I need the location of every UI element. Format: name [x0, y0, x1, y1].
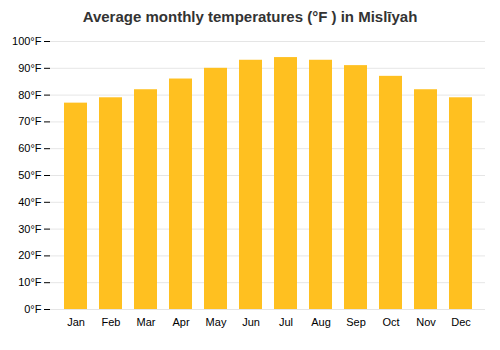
svg-text:Dec: Dec [451, 316, 471, 328]
svg-text:70°F: 70°F [18, 115, 42, 127]
svg-text:Aug: Aug [311, 316, 331, 328]
svg-text:Jul: Jul [279, 316, 293, 328]
svg-text:60°F: 60°F [18, 142, 42, 154]
svg-text:10°F: 10°F [18, 276, 42, 288]
svg-text:Apr: Apr [172, 316, 189, 328]
svg-text:Jan: Jan [67, 316, 85, 328]
svg-text:20°F: 20°F [18, 249, 42, 261]
svg-text:90°F: 90°F [18, 62, 42, 74]
svg-text:Oct: Oct [382, 316, 399, 328]
svg-text:0°F: 0°F [24, 303, 42, 315]
html-text:Average monthly temperatures (: Average monthly temperatures (°F ) in Mi… [82, 8, 418, 25]
svg-text:Mar: Mar [137, 316, 156, 328]
svg-text:40°F: 40°F [18, 196, 42, 208]
svg-text:50°F: 50°F [18, 169, 42, 181]
svg-text:Jun: Jun [242, 316, 260, 328]
svg-text:Sep: Sep [346, 316, 366, 328]
svg-text:80°F: 80°F [18, 89, 42, 101]
svg-text:May: May [206, 316, 227, 328]
svg-text:30°F: 30°F [18, 223, 42, 235]
svg-text:100°F: 100°F [12, 35, 42, 47]
svg-text:Feb: Feb [102, 316, 121, 328]
svg-text:Nov: Nov [416, 316, 436, 328]
